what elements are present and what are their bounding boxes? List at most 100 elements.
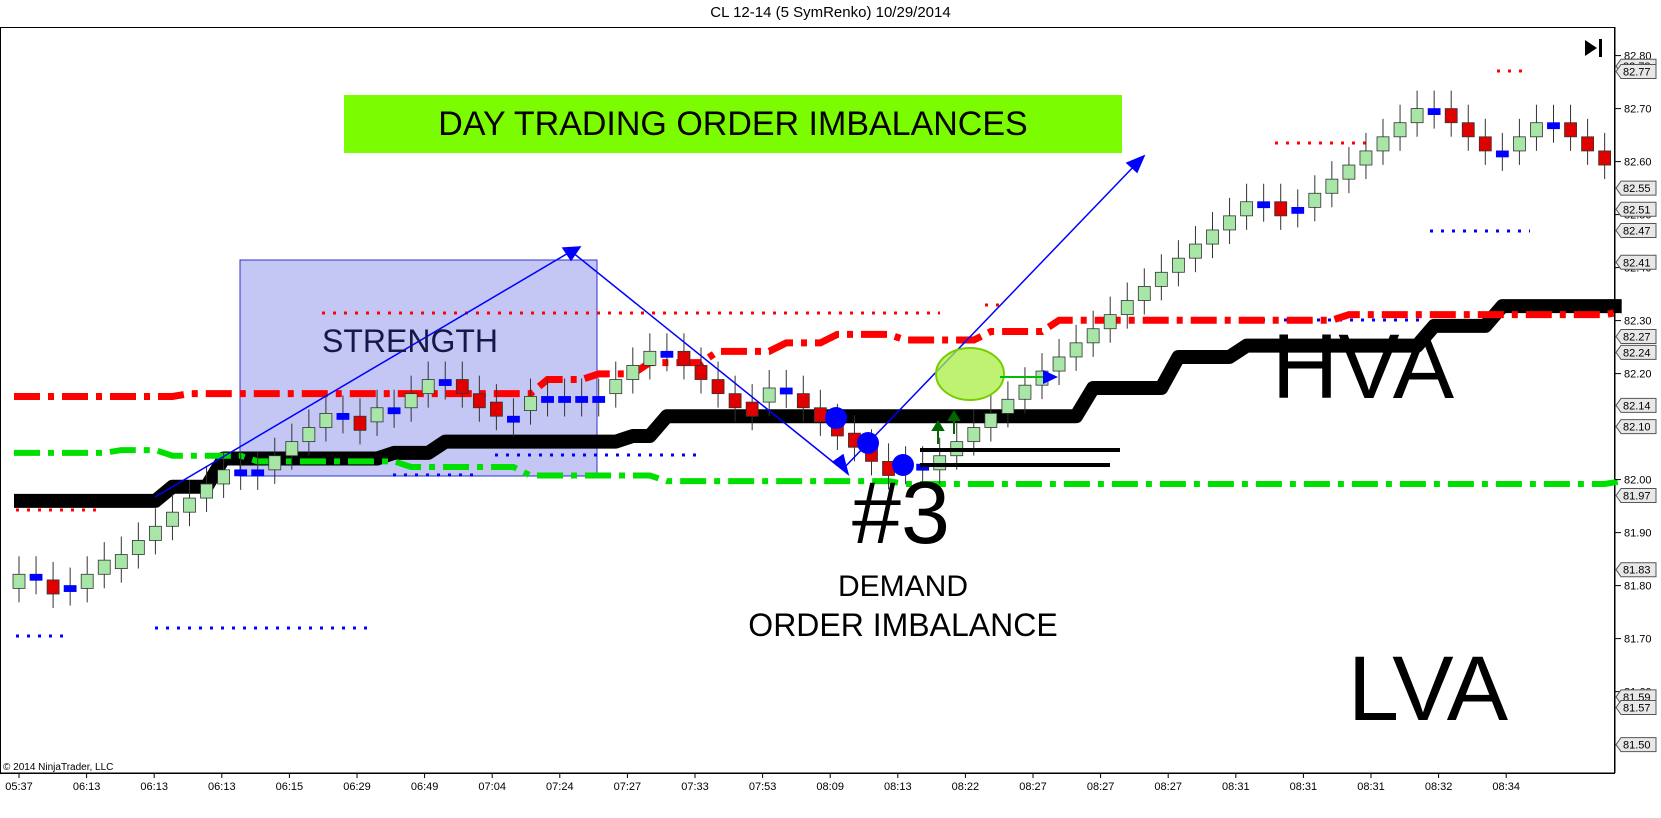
time-axis-label: 08:13 xyxy=(884,781,912,793)
candle xyxy=(319,395,333,442)
candle xyxy=(1598,132,1612,180)
candle xyxy=(1444,90,1458,137)
candle xyxy=(1530,104,1543,151)
time-axis-label: 08:31 xyxy=(1357,781,1385,793)
trend-arrow-up-1 xyxy=(154,251,571,498)
candle xyxy=(558,378,571,417)
candle xyxy=(1478,118,1492,165)
candle xyxy=(779,370,793,409)
candle xyxy=(1257,183,1271,222)
price-axis-label: 82.60 xyxy=(1624,157,1652,169)
time-axis: 05:37 06:13 06:13 06:13 06:15 06:29 06:49 07:04… xyxy=(5,773,1520,793)
candle xyxy=(1001,381,1015,428)
candle xyxy=(1427,90,1441,129)
candle xyxy=(1581,118,1594,165)
candle xyxy=(285,423,299,470)
time-axis-label: 06:13 xyxy=(140,781,168,793)
highlight-arrow-head xyxy=(1043,370,1058,384)
svg-text:82.27: 82.27 xyxy=(1623,332,1651,344)
candle xyxy=(183,480,196,527)
candle xyxy=(660,333,674,372)
candle xyxy=(813,389,827,436)
candle xyxy=(1513,118,1526,165)
candle xyxy=(472,375,486,422)
time-axis-label: 06:13 xyxy=(208,781,236,793)
price-tag: 82.24 xyxy=(1615,344,1657,360)
price-tag: 82.55 xyxy=(1615,180,1657,196)
price-tag: 82.77 xyxy=(1615,64,1657,79)
candle xyxy=(626,347,640,394)
time-axis-label: 06:49 xyxy=(411,781,439,793)
candle xyxy=(234,451,248,490)
candle xyxy=(1410,90,1424,137)
candle xyxy=(387,389,401,428)
candle xyxy=(455,361,469,408)
price-axis-label: 82.00 xyxy=(1624,475,1652,487)
candle xyxy=(251,451,265,490)
time-axis-label: 06:13 xyxy=(73,781,101,793)
candle xyxy=(796,375,810,422)
demand-dot-3 xyxy=(892,454,914,476)
svg-text:82.51: 82.51 xyxy=(1623,204,1651,216)
candle xyxy=(507,398,520,437)
candle xyxy=(984,395,998,442)
demand-label: DEMAND xyxy=(838,570,968,603)
price-tag: 82.10 xyxy=(1615,419,1657,435)
demand-dot-1 xyxy=(825,407,847,429)
candle xyxy=(489,384,503,431)
candle xyxy=(131,522,145,569)
svg-text:82.10: 82.10 xyxy=(1623,422,1651,434)
candle xyxy=(592,378,606,417)
candle xyxy=(1547,104,1560,143)
skip-to-end-icon[interactable] xyxy=(1585,39,1602,57)
candle xyxy=(575,378,589,417)
svg-text:82.55: 82.55 xyxy=(1623,183,1651,195)
chart-title: CL 12-14 (5 SymRenko) 10/29/2014 xyxy=(710,4,951,21)
candle xyxy=(404,375,418,422)
trend-arrows xyxy=(154,154,1146,498)
candle xyxy=(438,361,452,400)
time-axis-label: 05:37 xyxy=(5,781,33,793)
time-axis-label: 08:31 xyxy=(1222,781,1250,793)
time-axis-label: 07:33 xyxy=(681,781,709,793)
price-axis-label: 81.90 xyxy=(1624,528,1652,540)
candle xyxy=(694,347,708,394)
svg-text:82.41: 82.41 xyxy=(1623,257,1651,269)
candle xyxy=(1103,296,1117,343)
candle xyxy=(1069,324,1083,371)
candle xyxy=(1393,104,1407,151)
svg-text:82.77: 82.77 xyxy=(1623,67,1651,79)
lva-line xyxy=(14,447,1623,487)
svg-text:82.14: 82.14 xyxy=(1623,400,1651,412)
candle xyxy=(1154,254,1168,301)
candle xyxy=(762,370,776,417)
price-tag: 81.57 xyxy=(1615,700,1657,715)
candle xyxy=(97,542,111,589)
time-axis-label: 06:15 xyxy=(276,781,304,793)
candle xyxy=(29,556,43,595)
price-tag: 81.50 xyxy=(1615,737,1657,753)
candle xyxy=(200,465,213,513)
time-axis-label: 08:27 xyxy=(1087,781,1115,793)
candle xyxy=(148,508,162,555)
number-label: #3 xyxy=(852,463,950,562)
price-tag: 82.51 xyxy=(1615,201,1657,217)
highlight-ellipse xyxy=(935,347,1005,401)
candle xyxy=(1274,183,1288,230)
strength-label: STRENGTH xyxy=(322,323,498,359)
candle xyxy=(114,536,128,583)
candle xyxy=(166,494,179,541)
candle xyxy=(1564,104,1577,151)
banner-text: DAY TRADING ORDER IMBALANCES xyxy=(438,105,1027,143)
time-axis-label: 07:27 xyxy=(614,781,642,793)
candle xyxy=(1291,189,1305,228)
candle xyxy=(1240,183,1253,230)
candle xyxy=(1086,310,1100,357)
order-imbalance-label: ORDER IMBALANCE xyxy=(748,607,1057,643)
candle xyxy=(1206,211,1219,259)
price-tags: 82.7882.7782.5582.5182.4782.4182.2782.24… xyxy=(1615,58,1657,753)
candle xyxy=(1137,268,1151,315)
candle xyxy=(967,409,981,456)
candle xyxy=(1172,240,1185,287)
candles xyxy=(12,90,1612,609)
